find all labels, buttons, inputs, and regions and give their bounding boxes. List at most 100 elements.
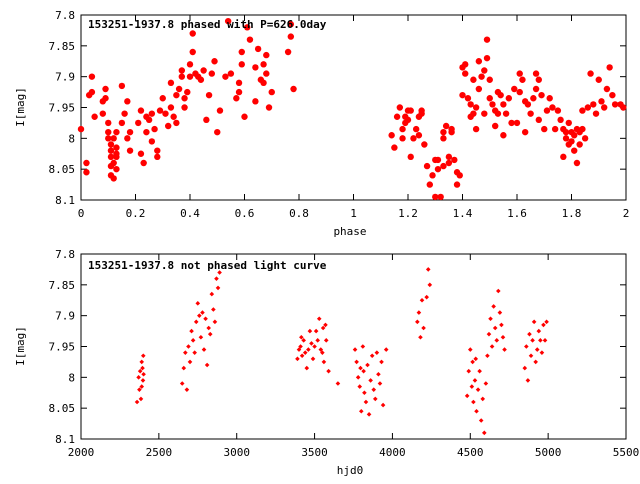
phased-data-point <box>497 91 504 99</box>
time-series-data-point <box>310 356 316 362</box>
time-series-xtick-label: 2500 <box>146 446 173 459</box>
phased-data-point <box>554 107 562 114</box>
phased-data-point <box>113 150 120 157</box>
time-series-data-point <box>320 350 325 355</box>
time-series-data-point <box>486 331 492 337</box>
time-series-data-point <box>374 350 380 355</box>
time-series-data-point <box>136 375 141 380</box>
phased-data-point <box>113 128 120 136</box>
time-series-data-point <box>321 359 327 365</box>
phased-data-point <box>470 110 477 117</box>
phased-data-point <box>135 119 142 127</box>
time-series-data-point <box>415 319 420 325</box>
time-series-data-point <box>376 371 381 377</box>
phased-xtick-label: 1.2 <box>398 207 418 220</box>
phased-plot-ticks: 0 0.2 0.4 0.6 0.8 1 1.2 1.4 1.6 1.8 2 7.8 7.85 7.9 7.9… <box>49 9 630 220</box>
time-series-xtick-label: 4000 <box>379 446 406 459</box>
time-series-plot-ticks: 2000 2500 3000 3500 4000 4500 5000 5500 7.8 7.85 7… <box>49 248 640 459</box>
phased-data-point <box>445 159 453 167</box>
phased-data-point <box>611 101 619 108</box>
phased-ytick-label: 7.85 <box>49 40 76 53</box>
phased-data-point <box>102 95 109 102</box>
phased-data-point <box>238 61 245 68</box>
phased-data-point <box>203 116 210 124</box>
phased-data-point <box>472 125 480 133</box>
time-series-xtick-label: 2000 <box>68 446 95 459</box>
time-series-data-point <box>421 325 426 331</box>
time-series-data-point <box>480 396 486 402</box>
phased-data-point <box>601 104 608 111</box>
time-series-xtick-label: 5000 <box>535 446 562 459</box>
time-series-ytick-label: 8 <box>68 371 75 384</box>
time-series-data-point <box>379 359 384 365</box>
phased-data-point <box>421 141 428 148</box>
phased-data-point <box>524 101 532 108</box>
phased-data-point <box>224 17 232 25</box>
phased-data-point <box>107 153 115 161</box>
time-series-data-point <box>491 304 496 309</box>
time-series-data-point <box>383 347 389 352</box>
phased-data-point <box>620 104 627 111</box>
time-series-data-point <box>502 347 507 352</box>
time-series-data-point <box>335 381 341 386</box>
time-series-data-point <box>204 362 210 368</box>
phased-xtick-label: 2 <box>623 207 630 220</box>
phased-data-point <box>184 88 191 96</box>
phased-xtick-label: 0.8 <box>289 207 309 220</box>
time-series-data-point <box>187 359 193 365</box>
time-series-plot: 2000 2500 3000 3500 4000 4500 5000 5500 7.8 7.85 7… <box>14 248 639 477</box>
time-series-data-point <box>193 319 199 325</box>
phased-data-point <box>105 128 112 136</box>
time-series-data-point <box>496 288 501 294</box>
time-series-plot-xlabel: hjd0 <box>337 464 364 477</box>
phased-data-point <box>208 70 215 77</box>
time-series-data-point <box>306 347 311 352</box>
phased-data-point <box>590 101 597 108</box>
phased-data-point <box>263 70 270 77</box>
phased-xtick-label: 0.4 <box>180 207 200 220</box>
phased-data-point <box>437 193 444 201</box>
phased-data-point <box>527 110 534 117</box>
phased-data-point <box>263 51 270 59</box>
time-series-data-point <box>183 350 188 355</box>
time-series-data-point <box>377 381 383 386</box>
phased-data-point <box>88 73 96 80</box>
phased-xtick-label: 0.6 <box>235 207 255 220</box>
phased-data-point <box>568 138 575 145</box>
phased-data-point <box>107 147 115 154</box>
phased-data-point <box>214 128 221 136</box>
phased-data-point <box>178 67 186 74</box>
time-series-data-point <box>358 408 364 414</box>
phased-data-point <box>535 116 542 124</box>
phased-data-point <box>609 91 616 99</box>
time-series-data-point <box>488 316 493 322</box>
phased-data-point <box>415 132 423 139</box>
time-series-data-point <box>192 350 197 355</box>
phased-data-point <box>483 36 491 43</box>
time-series-data-point <box>184 387 190 392</box>
time-series-data-point <box>307 328 313 334</box>
phased-data-point <box>434 165 442 173</box>
time-series-data-point <box>522 365 528 371</box>
time-series-data-point <box>483 381 489 386</box>
phased-data-point <box>254 45 262 53</box>
time-series-data-point <box>536 328 542 334</box>
phased-data-point <box>592 110 600 117</box>
time-series-data-point <box>295 356 300 362</box>
time-series-data-point <box>352 347 358 352</box>
time-series-data-point <box>534 347 540 352</box>
phased-data-point <box>486 76 493 83</box>
phased-data-point <box>516 88 523 96</box>
time-series-data-point <box>207 331 213 337</box>
phased-data-point <box>508 119 515 127</box>
phased-data-point <box>396 104 404 111</box>
time-series-data-point <box>139 359 145 365</box>
phased-data-point <box>118 82 126 90</box>
phased-data-point <box>105 135 112 142</box>
time-series-data-point <box>304 365 310 371</box>
time-series-data-point <box>195 301 201 306</box>
phased-data-point <box>391 144 398 151</box>
time-series-data-point <box>492 325 498 331</box>
phased-data-point <box>189 48 196 56</box>
phased-data-point <box>579 125 586 133</box>
